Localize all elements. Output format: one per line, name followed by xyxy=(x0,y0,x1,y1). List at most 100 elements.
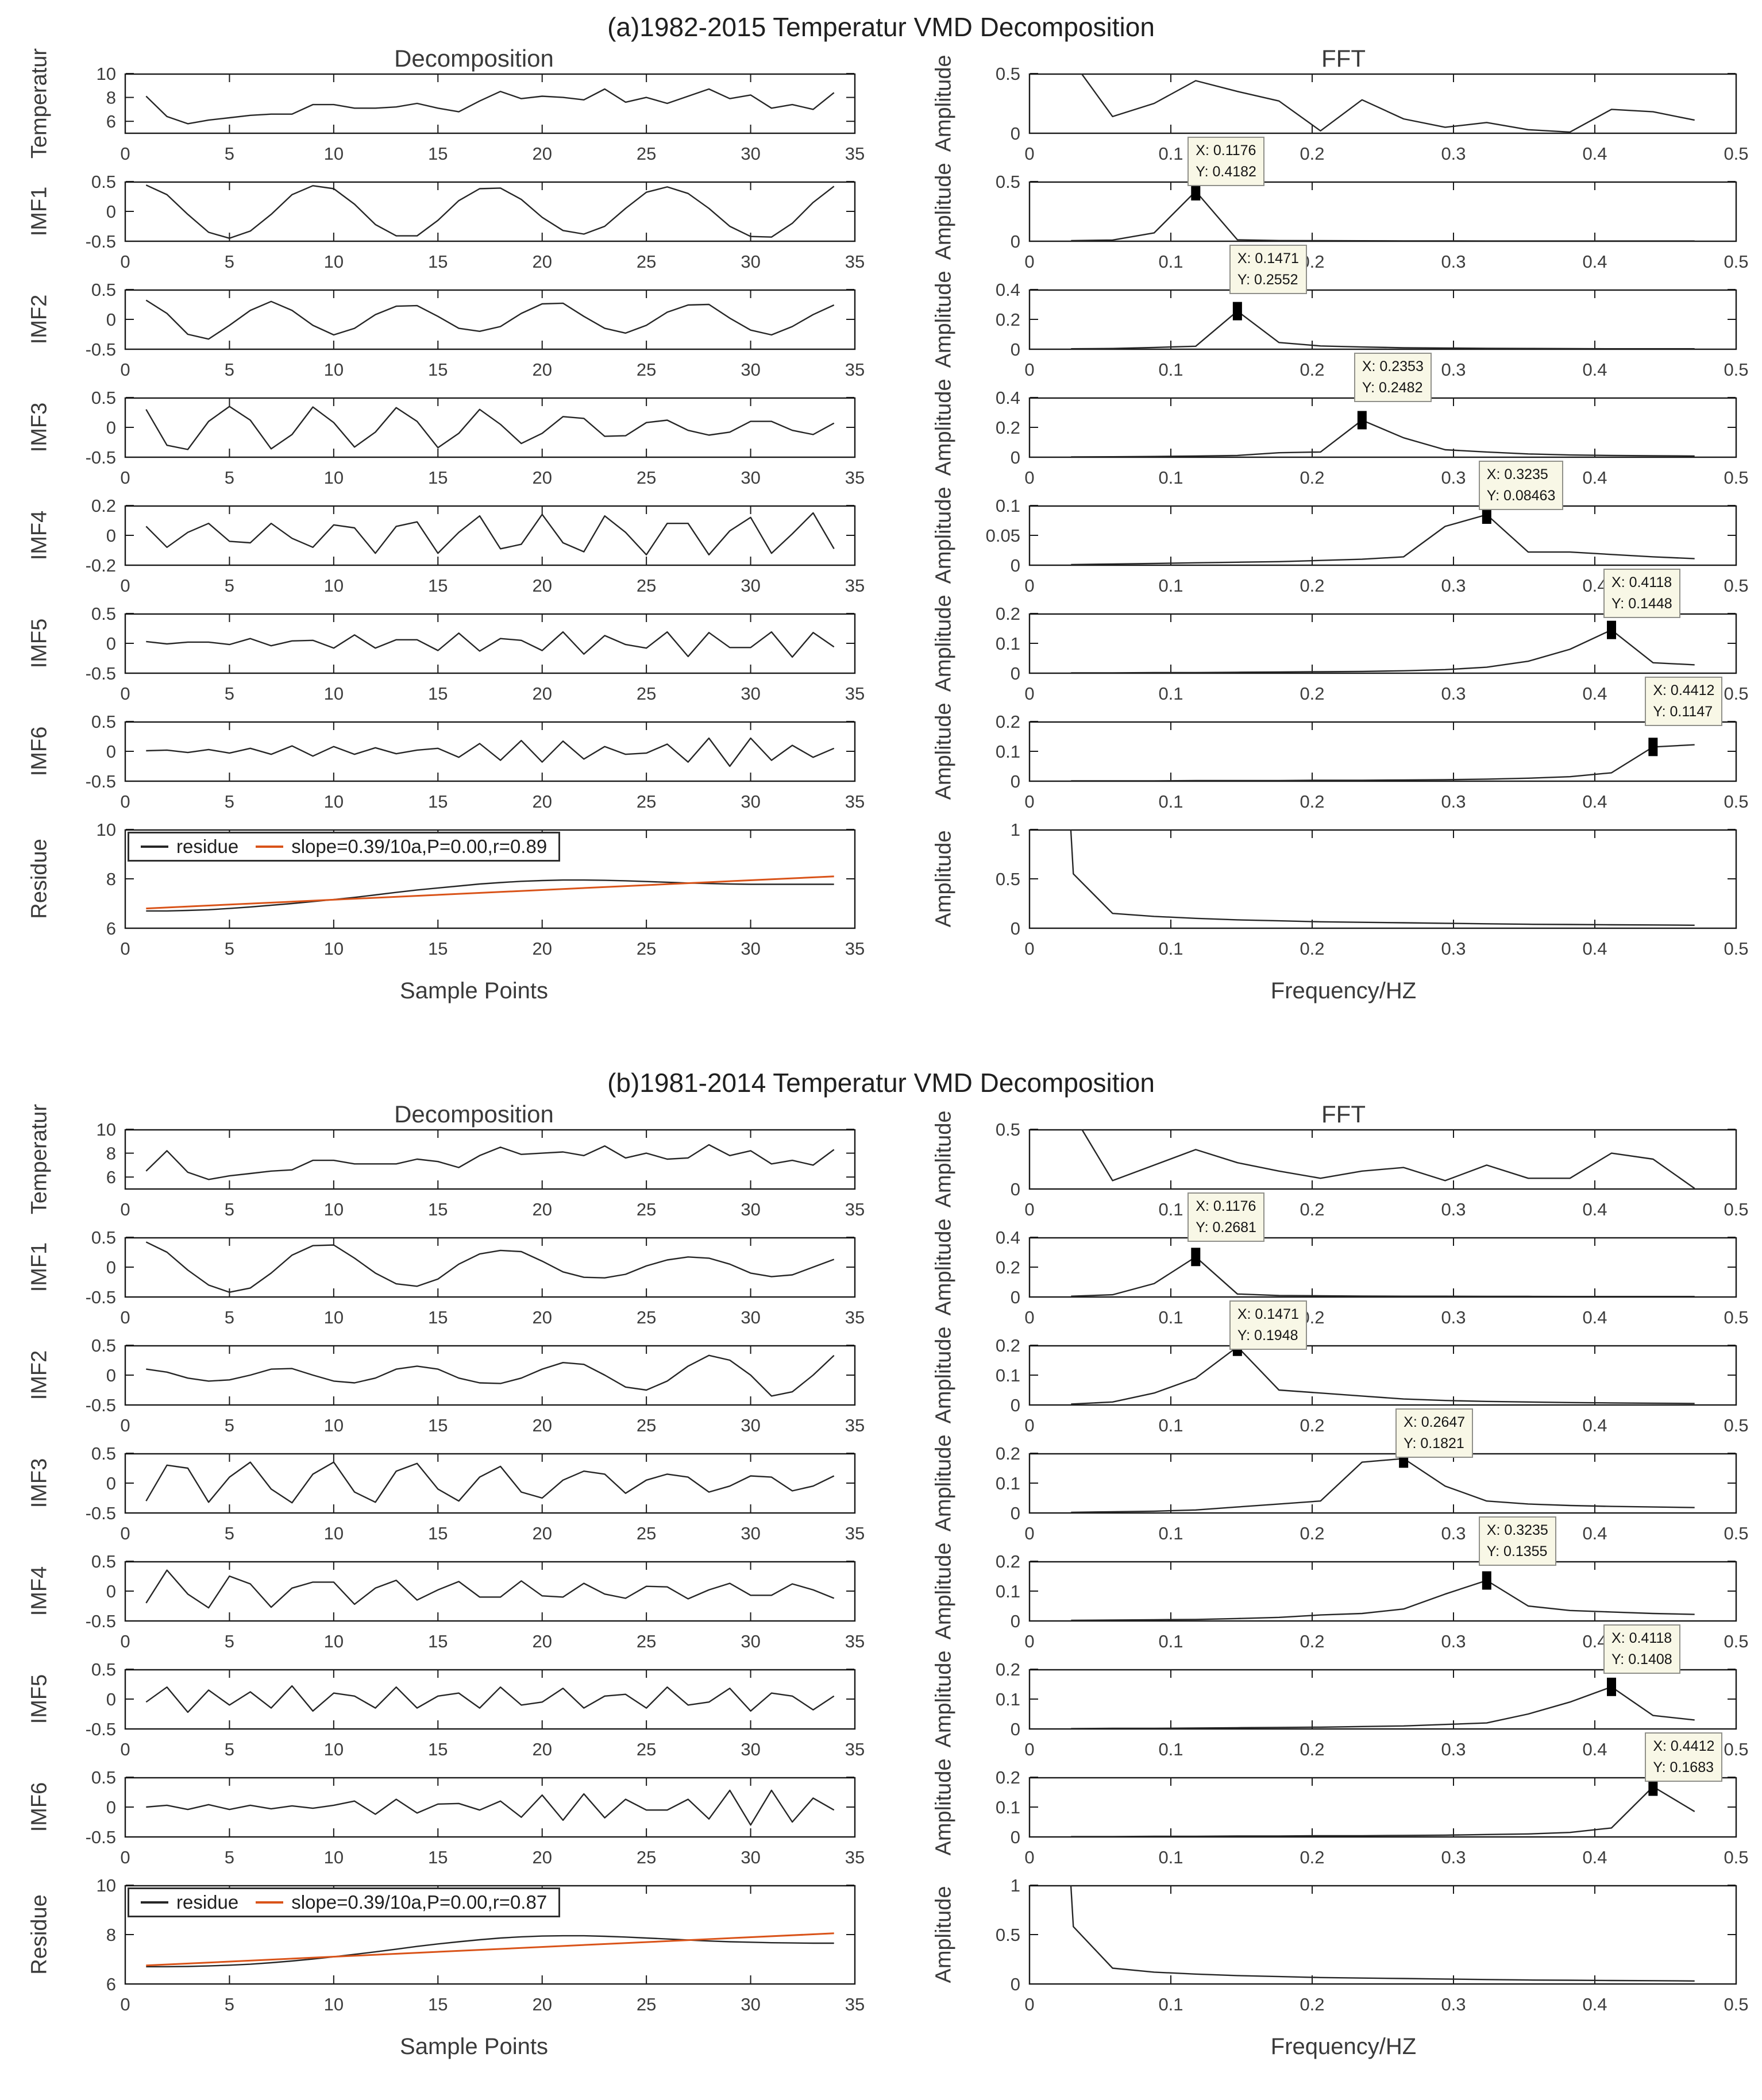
datatip: X: 0.1176 Y: 0.2681 xyxy=(1187,1192,1264,1242)
decomposition-cell-imf3-b: IMF3 0 5 10 15 20 25 30 35 -0.5 0 0.5 xyxy=(0,1443,865,1561)
ylabel-residue-b-text: Residue xyxy=(27,1894,52,1975)
x-tick-label: 0.2 xyxy=(1300,1199,1324,1219)
x-tick-label: 35 xyxy=(845,1415,865,1435)
y-tick-label: 0 xyxy=(106,634,116,654)
datatip-y-value: Y: 0.1408 xyxy=(1611,1651,1672,1667)
y-tick-label: 0.4 xyxy=(996,280,1020,300)
plot-imf3-b-svg: 0 5 10 15 20 25 30 35-0.500.5 xyxy=(86,1443,865,1543)
fft-line xyxy=(1071,1686,1695,1729)
fft-ylabel-imf5-a-text: Amplitude xyxy=(931,595,956,692)
decomposition-cell-temperatur-a: Temperatur 0 5 10 15 20 25 30 35 6 8 10 xyxy=(0,48,865,182)
ylabel-temperatur-a-text: Temperatur xyxy=(27,48,52,159)
fft-cell-imf4-b: Amplitude 0 0.1 0.2 0.3 0.4 0.5 0 0.1 0.2 X: 0.323… xyxy=(856,1516,1762,1669)
y-tick-label: 0.1 xyxy=(996,1365,1020,1385)
x-tick-label: 0.5 xyxy=(1724,1307,1748,1327)
x-tick-label: 0.2 xyxy=(1300,360,1324,380)
y-tick-label: 0 xyxy=(106,418,116,438)
axes-box xyxy=(1028,1453,1737,1514)
axes-box xyxy=(124,1237,856,1298)
datatip-x-value: X: 0.4118 xyxy=(1611,574,1672,590)
subplot-row-imf5-a: IMF5 0 5 10 15 20 25 30 35 -0.5 0 0.5 Amplitude 0 0.1 0… xyxy=(0,569,1762,721)
signal-line xyxy=(145,299,835,340)
y-tick-label: 6 xyxy=(106,1974,116,1994)
x-tick-label: 0 xyxy=(1024,144,1034,164)
x-tick-label: 15 xyxy=(428,684,448,704)
ylabel-imf1-b: IMF1 xyxy=(23,1237,56,1345)
x-tick-label: 0.4 xyxy=(1582,360,1607,380)
y-tick-label: 0 xyxy=(106,202,116,222)
x-tick-label: 0.3 xyxy=(1441,576,1466,596)
x-tick-label: 35 xyxy=(845,939,865,959)
x-tick-label: 0.5 xyxy=(1724,1994,1748,2014)
y-tick-label: 0 xyxy=(1011,123,1020,144)
plot-imf3-fft-b-svg: 0 0.1 0.2 0.3 0.4 0.5 0 0.1 0.2 xyxy=(996,1443,1749,1543)
datatip-marker xyxy=(1191,1248,1201,1267)
ylabel-imf4-b-text: IMF4 xyxy=(27,1566,52,1616)
plot-imf5-b-svg: 0 5 10 15 20 25 30 35-0.500.5 xyxy=(86,1659,865,1759)
x-tick-label: 0.1 xyxy=(1158,576,1183,596)
y-tick-label: 0.5 xyxy=(996,869,1020,889)
x-tick-label: 0 xyxy=(1024,1415,1034,1435)
x-tick-label: 35 xyxy=(845,1631,865,1651)
plot-imf5-fft-b: 0 0.1 0.2 0.3 0.4 0.5 0 0.1 0.2 X: 0.4118 Y: 0.140… xyxy=(961,1624,1749,1777)
ylabel-imf1-a-text: IMF1 xyxy=(27,186,52,237)
y-tick-label: 0.5 xyxy=(996,1925,1020,1945)
left-column-title: Decomposition xyxy=(394,1101,554,1128)
x-tick-label: 0.3 xyxy=(1441,1847,1466,1867)
fft-ylabel-residue-a-text: Amplitude xyxy=(931,830,956,928)
x-tick-label: 35 xyxy=(845,1307,865,1327)
x-tick-label: 0.5 xyxy=(1724,144,1748,164)
y-tick-label: 0 xyxy=(106,742,116,762)
ylabel-imf5-a-text: IMF5 xyxy=(27,618,52,669)
axes-box xyxy=(124,1669,856,1730)
datatip-y-value: Y: 0.4182 xyxy=(1196,164,1256,180)
plot-imf4-fft-a: 0 0.1 0.2 0.3 0.4 0.5 0 0.05 0.1 X: 0.3235 Y: 0.08… xyxy=(961,461,1749,613)
plot-imf1-b-svg: 0 5 10 15 20 25 30 35-0.500.5 xyxy=(86,1227,865,1327)
plot-imf6-a: 0 5 10 15 20 25 30 35 -0.5 0 0.5 xyxy=(56,712,865,829)
plot-imf4-fft-b-svg: 0 0.1 0.2 0.3 0.4 0.5 0 0.1 0.2 xyxy=(996,1551,1749,1651)
signal-line xyxy=(145,512,835,555)
signal-line xyxy=(146,1789,835,1826)
ylabel-imf2-a-text: IMF2 xyxy=(27,294,52,345)
y-tick-label: 0.5 xyxy=(91,1659,116,1680)
axes-box xyxy=(1028,1777,1737,1838)
fft-cell-imf5-b: Amplitude 0 0.1 0.2 0.3 0.4 0.5 0 0.1 0.2 X: 0.411… xyxy=(856,1624,1762,1777)
decomposition-cell-imf4-b: IMF4 0 5 10 15 20 25 30 35 -0.5 0 0.5 xyxy=(0,1551,865,1669)
x-tick-label: 5 xyxy=(225,1199,234,1219)
x-tick-label: 10 xyxy=(324,684,344,704)
x-axis-labels-a: Sample Points Frequency/HZ xyxy=(0,976,1762,1009)
x-tick-label: 0.5 xyxy=(1724,1415,1748,1435)
x-tick-label: 35 xyxy=(845,1523,865,1543)
x-tick-label: 35 xyxy=(845,684,865,704)
legend-label: slope=0.39/10a,P=0.00,r=0.89 xyxy=(291,836,548,857)
plot-residue-a: 0 5 10 15 20 25 30 35 6 8 10 residue slope=0.39/10a,… xyxy=(56,820,865,976)
y-tick-label: 0 xyxy=(106,1473,116,1493)
x-tick-label: 30 xyxy=(741,576,760,596)
x-tick-label: 15 xyxy=(428,144,448,164)
y-tick-label: 10 xyxy=(97,64,116,84)
ylabel-imf1-b-text: IMF1 xyxy=(27,1242,52,1292)
axes-box xyxy=(1028,1237,1737,1298)
x-tick-label: 30 xyxy=(741,1739,760,1759)
x-tick-label: 0 xyxy=(1024,1739,1034,1759)
panel-a: (a)1982-2015 Temperatur VMD Decompositio… xyxy=(0,10,1762,1009)
x-tick-label: 25 xyxy=(637,468,656,488)
fft-line xyxy=(1071,1580,1695,1621)
subplot-rows-a: Temperatur 0 5 10 15 20 25 30 35 6 8 10 Amplitude 0 0.… xyxy=(0,48,1762,976)
axes-box xyxy=(124,1129,856,1190)
x-tick-label: 0 xyxy=(1024,360,1034,380)
plot-imf2-a-svg: 0 5 10 15 20 25 30 35-0.500.5 xyxy=(86,280,865,380)
x-tick-label: 35 xyxy=(845,1994,865,2014)
y-tick-label: 6 xyxy=(106,111,116,132)
y-tick-label: 0 xyxy=(1011,447,1020,468)
x-tick-label: 25 xyxy=(637,1307,656,1327)
plot-imf5-fft-a: 0 0.1 0.2 0.3 0.4 0.5 0 0.1 0.2 X: 0.4118 Y: 0.144… xyxy=(961,569,1749,721)
sample-points-label: Sample Points xyxy=(400,978,548,1003)
fft-line xyxy=(1070,1885,1695,1982)
x-tick-label: 25 xyxy=(637,360,656,380)
trend-line xyxy=(146,1932,834,1967)
x-tick-label: 35 xyxy=(845,144,865,164)
x-tick-label: 0.4 xyxy=(1582,144,1607,164)
datatip-y-value: Y: 0.2681 xyxy=(1196,1219,1256,1236)
x-tick-label: 30 xyxy=(741,1199,760,1219)
